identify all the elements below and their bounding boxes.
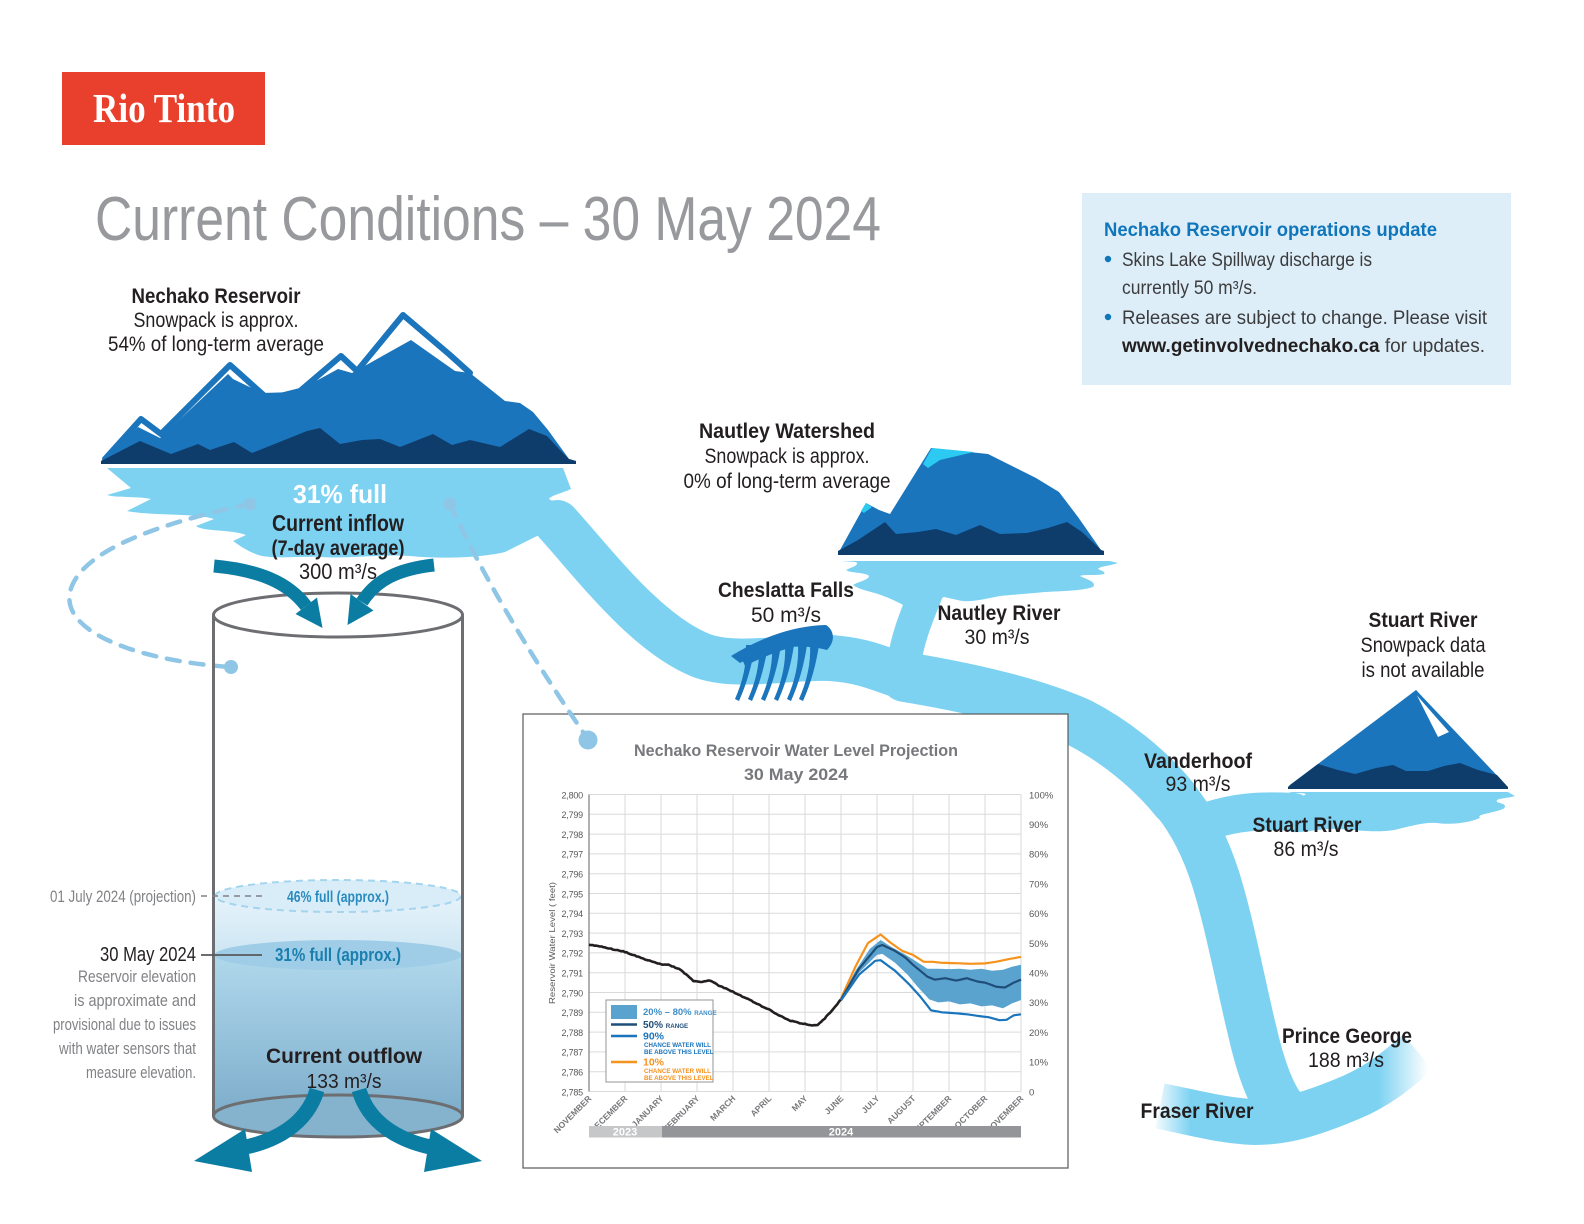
svg-text:2,797: 2,797: [561, 850, 583, 860]
svg-text:30 May 2024: 30 May 2024: [100, 944, 196, 966]
svg-text:2,787: 2,787: [561, 1048, 583, 1058]
svg-text:2,786: 2,786: [561, 1068, 583, 1078]
svg-text:86 m³/s: 86 m³/s: [1274, 838, 1339, 861]
svg-text:measure elevation.: measure elevation.: [86, 1063, 196, 1082]
svg-text:Snowpack is approx.: Snowpack is approx.: [134, 309, 299, 332]
svg-text:Snowpack is approx.: Snowpack is approx.: [705, 445, 870, 468]
svg-text:is not available: is not available: [1362, 659, 1485, 682]
svg-text:Current Conditions – 30 May 20: Current Conditions – 30 May 2024: [95, 185, 881, 254]
svg-text:2,789: 2,789: [561, 1008, 583, 1018]
svg-text:70%: 70%: [1029, 879, 1049, 890]
svg-text:provisional due to issues: provisional due to issues: [53, 1015, 196, 1034]
svg-text:currently 50 m³/s.: currently 50 m³/s.: [1122, 277, 1257, 299]
svg-text:90%: 90%: [1029, 820, 1049, 831]
svg-text:133 m³/s: 133 m³/s: [307, 1071, 382, 1093]
svg-text:Prince George: Prince George: [1282, 1024, 1412, 1048]
svg-text:Fraser River: Fraser River: [1141, 1099, 1255, 1123]
svg-text:is approximate and: is approximate and: [74, 991, 196, 1010]
svg-text:Current inflow: Current inflow: [272, 510, 404, 536]
svg-text:BE ABOVE THIS LEVEL: BE ABOVE THIS LEVEL: [644, 1075, 714, 1082]
svg-text:with water sensors that: with water sensors that: [58, 1039, 196, 1058]
svg-text:2,792: 2,792: [561, 949, 583, 959]
svg-text:30%: 30%: [1029, 998, 1049, 1009]
svg-text:2,793: 2,793: [561, 929, 583, 939]
svg-text:31% full (approx.): 31% full (approx.): [275, 945, 401, 965]
svg-text:Nechako Reservoir: Nechako Reservoir: [132, 285, 301, 308]
svg-text:Skins Lake Spillway discharge: Skins Lake Spillway discharge is: [1122, 249, 1372, 271]
svg-text:Reservoir elevation: Reservoir elevation: [78, 967, 196, 986]
svg-text:80%: 80%: [1029, 850, 1049, 861]
svg-text:100%: 100%: [1029, 790, 1054, 801]
svg-text:2,800: 2,800: [561, 790, 583, 800]
svg-text:0: 0: [1029, 1087, 1034, 1098]
svg-text:10%: 10%: [643, 1057, 665, 1069]
svg-text:2,791: 2,791: [561, 969, 583, 979]
svg-text:31% full: 31% full: [293, 479, 387, 509]
svg-text:2,785: 2,785: [561, 1087, 583, 1097]
svg-text:0% of long-term average: 0% of long-term average: [684, 470, 891, 493]
svg-text:Nechako Reservoir Water Level: Nechako Reservoir Water Level Projection: [634, 741, 958, 760]
svg-text:30 May 2024: 30 May 2024: [744, 765, 849, 784]
svg-text:93 m³/s: 93 m³/s: [1166, 773, 1231, 796]
svg-text:CHANCE WATER WILL: CHANCE WATER WILL: [644, 1042, 711, 1049]
svg-text:(7-day average): (7-day average): [272, 537, 405, 560]
svg-text:2,798: 2,798: [561, 830, 583, 840]
svg-text:50% RANGE: 50% RANGE: [643, 1020, 688, 1031]
svg-text:Reservoir Water Level ( feet): Reservoir Water Level ( feet): [548, 882, 557, 1004]
svg-text:BE ABOVE THIS LEVEL: BE ABOVE THIS LEVEL: [644, 1049, 714, 1056]
svg-text:2,799: 2,799: [561, 810, 583, 820]
svg-text:Current outflow: Current outflow: [266, 1045, 423, 1068]
svg-text:CHANCE WATER WILL: CHANCE WATER WILL: [644, 1068, 711, 1075]
svg-text:Stuart River: Stuart River: [1253, 813, 1363, 837]
svg-text:50%: 50%: [1029, 939, 1049, 950]
svg-text:30 m³/s: 30 m³/s: [965, 626, 1030, 649]
svg-text:01 July 2024 (projection): 01 July 2024 (projection): [50, 887, 196, 906]
svg-text:Rio Tinto: Rio Tinto: [93, 85, 235, 131]
svg-text:60%: 60%: [1029, 909, 1049, 920]
svg-text:2,795: 2,795: [561, 889, 583, 899]
svg-text:Snowpack data: Snowpack data: [1361, 634, 1486, 657]
svg-text:2,796: 2,796: [561, 870, 583, 880]
svg-text:90%: 90%: [643, 1031, 665, 1043]
svg-text:46% full (approx.): 46% full (approx.): [287, 889, 389, 906]
svg-text:188 m³/s: 188 m³/s: [1308, 1049, 1384, 1072]
svg-text:10%: 10%: [1029, 1058, 1049, 1069]
svg-text:2,794: 2,794: [561, 909, 583, 919]
svg-text:Releases are subject to change: Releases are subject to change. Please v…: [1122, 307, 1488, 329]
svg-text:2023: 2023: [613, 1127, 637, 1139]
svg-text:2024: 2024: [829, 1127, 854, 1139]
svg-text:40%: 40%: [1029, 969, 1049, 980]
svg-text:Stuart River: Stuart River: [1369, 609, 1478, 632]
svg-text:Vanderhoof: Vanderhoof: [1144, 749, 1253, 773]
svg-text:20% – 80% RANGE: 20% – 80% RANGE: [643, 1007, 717, 1018]
svg-text:2,788: 2,788: [561, 1028, 583, 1038]
svg-text:300 m³/s: 300 m³/s: [299, 559, 377, 584]
svg-text:20%: 20%: [1029, 1028, 1049, 1039]
svg-text:Nautley River: Nautley River: [938, 601, 1062, 625]
svg-text:50 m³/s: 50 m³/s: [751, 604, 821, 627]
svg-text:Cheslatta Falls: Cheslatta Falls: [718, 578, 854, 602]
svg-text:Nechako Reservoir operations u: Nechako Reservoir operations update: [1104, 219, 1437, 241]
svg-text:54% of long-term average: 54% of long-term average: [108, 333, 324, 356]
svg-text:Nautley Watershed: Nautley Watershed: [699, 420, 875, 443]
svg-text:2,790: 2,790: [561, 988, 583, 998]
svg-text:www.getinvolvednechako.ca for: www.getinvolvednechako.ca for updates.: [1121, 335, 1485, 357]
